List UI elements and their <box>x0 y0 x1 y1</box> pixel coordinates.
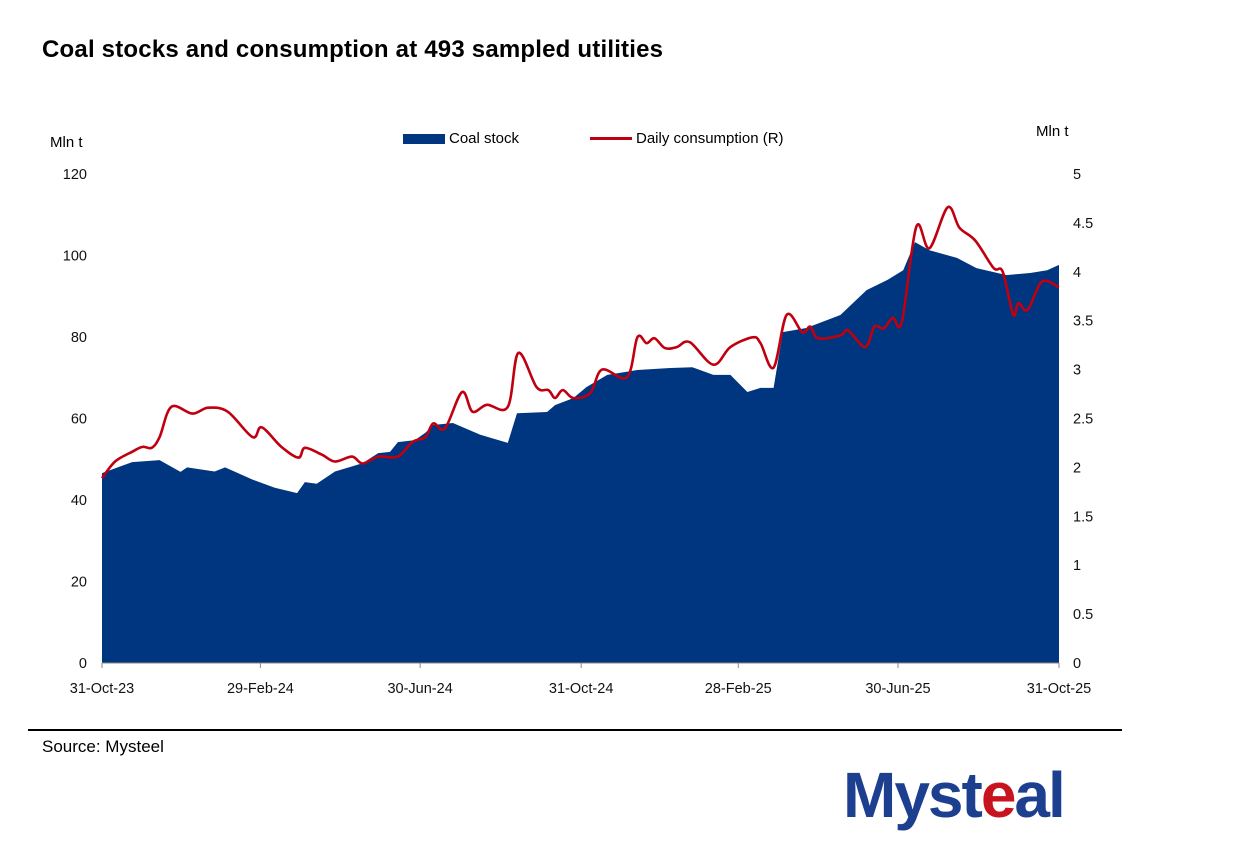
chart-title: Coal stocks and consumption at 493 sampl… <box>42 36 664 63</box>
x-tick-label: 30-Jun-25 <box>865 681 930 697</box>
x-tick-label: 31-Oct-23 <box>70 681 134 697</box>
legend-label: Coal stock <box>449 130 520 147</box>
y-right-tick-label: 1 <box>1073 558 1081 574</box>
x-tick-label: 30-Jun-24 <box>387 681 452 697</box>
legend-item-coal-stock: Coal stock <box>403 130 519 147</box>
y-left-tick-label: 20 <box>71 575 87 591</box>
left-axis-unit: Mln t <box>50 134 83 151</box>
y-right-tick-label: 2.5 <box>1073 412 1093 428</box>
y-right-tick-label: 1.5 <box>1073 509 1093 525</box>
x-tick-label: 28-Feb-25 <box>705 681 772 697</box>
y-right-tick-label: 2 <box>1073 460 1081 476</box>
y-right-tick-label: 3 <box>1073 363 1081 379</box>
y-right-tick-label: 4.5 <box>1073 216 1093 232</box>
legend-item-daily-consumption: Daily consumption (R) <box>590 130 784 147</box>
y-left-tick-label: 60 <box>71 412 87 428</box>
y-left-tick-label: 40 <box>71 493 87 509</box>
y-left-tick-label: 0 <box>79 656 87 672</box>
divider <box>28 729 1122 731</box>
y-right-tick-label: 0 <box>1073 656 1081 672</box>
y-left-tick-label: 120 <box>63 167 87 183</box>
y-right-tick-label: 0.5 <box>1073 607 1093 623</box>
y-left-tick-label: 100 <box>63 249 87 265</box>
y-right-tick-label: 4 <box>1073 265 1081 281</box>
legend-swatch-line <box>590 137 632 140</box>
mysteel-logo: Mysteal <box>843 759 1066 831</box>
coal-stock-area <box>102 242 1059 663</box>
legend-swatch-area <box>403 133 445 144</box>
y-right-tick-label: 5 <box>1073 167 1081 183</box>
y-left-tick-label: 80 <box>71 330 87 346</box>
x-tick-label: 31-Oct-25 <box>1027 681 1091 697</box>
daily-consumption-line <box>100 205 1060 479</box>
legend-label: Daily consumption (R) <box>636 130 784 147</box>
source-note: Source: Mysteel <box>42 737 164 756</box>
x-tick-label: 31-Oct-24 <box>549 681 613 697</box>
y-right-tick-label: 3.5 <box>1073 314 1093 330</box>
right-axis-unit: Mln t <box>1036 123 1069 140</box>
x-tick-label: 29-Feb-24 <box>227 681 294 697</box>
